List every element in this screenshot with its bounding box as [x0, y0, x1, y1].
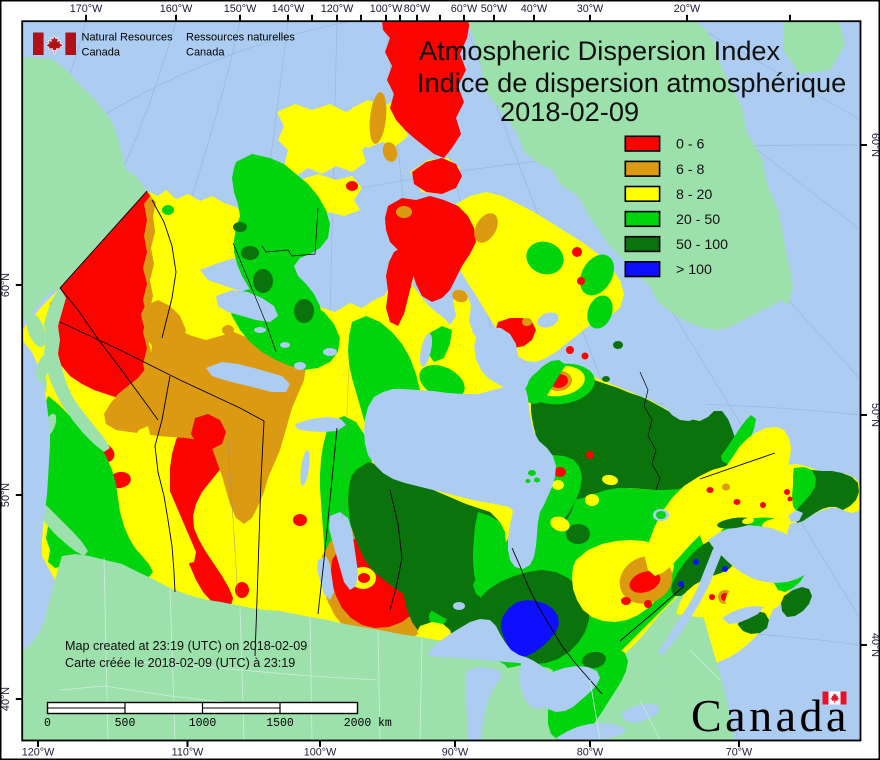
svg-text:> 100: > 100 — [676, 262, 712, 278]
svg-text:Carte créée le 2018-02-09 (UTC: Carte créée le 2018-02-09 (UTC) à 23:19 — [65, 656, 295, 670]
svg-text:1500: 1500 — [266, 717, 294, 730]
svg-text:40°N: 40°N — [869, 633, 880, 657]
svg-text:2018-02-09: 2018-02-09 — [500, 96, 639, 127]
svg-text:170°W: 170°W — [70, 3, 103, 15]
svg-text:60°N: 60°N — [0, 273, 12, 297]
svg-text:120°W: 120°W — [22, 747, 55, 759]
svg-text:1000: 1000 — [189, 717, 217, 730]
svg-text:100°W: 100°W — [304, 747, 337, 759]
svg-text:160°W: 160°W — [160, 3, 193, 15]
svg-text:Canada: Canada — [691, 690, 850, 741]
svg-text:80°W: 80°W — [404, 3, 431, 15]
svg-text:50°W: 50°W — [481, 3, 508, 15]
svg-text:6 - 8: 6 - 8 — [676, 162, 704, 178]
svg-text:Ressources naturelles: Ressources naturelles — [186, 32, 295, 44]
svg-text:Natural Resources: Natural Resources — [82, 32, 174, 44]
svg-text:km: km — [378, 717, 392, 730]
svg-text:500: 500 — [115, 717, 136, 730]
svg-text:90°W: 90°W — [442, 747, 469, 759]
svg-text:50 - 100: 50 - 100 — [676, 237, 728, 253]
svg-text:2000: 2000 — [344, 717, 372, 730]
svg-text:70°W: 70°W — [726, 747, 753, 759]
svg-text:100°W: 100°W — [370, 3, 403, 15]
svg-text:8 - 20: 8 - 20 — [676, 187, 712, 203]
svg-text:Atmospheric Dispersion Index: Atmospheric Dispersion Index — [419, 35, 781, 66]
svg-text:60°N: 60°N — [869, 133, 880, 157]
svg-text:0: 0 — [44, 717, 51, 730]
svg-text:0 - 6: 0 - 6 — [676, 137, 704, 153]
svg-text:20°W: 20°W — [674, 3, 701, 15]
svg-text:50°N: 50°N — [0, 483, 12, 507]
svg-text:Canada: Canada — [82, 47, 121, 59]
svg-text:40°N: 40°N — [0, 687, 12, 711]
svg-text:Map created at 23:19 (UTC) on: Map created at 23:19 (UTC) on 2018-02-09 — [65, 639, 307, 653]
svg-text:120°W: 120°W — [321, 3, 354, 15]
svg-text:Canada: Canada — [186, 47, 225, 59]
svg-text:20 - 50: 20 - 50 — [676, 212, 720, 228]
svg-text:140°W: 140°W — [272, 3, 305, 15]
svg-text:110°W: 110°W — [172, 747, 205, 759]
svg-text:50°N: 50°N — [869, 403, 880, 427]
svg-text:60°W: 60°W — [451, 3, 478, 15]
svg-text:150°W: 150°W — [224, 3, 257, 15]
svg-text:30°W: 30°W — [577, 3, 604, 15]
svg-text:80°W: 80°W — [577, 747, 604, 759]
svg-text:Indice de dispersion atmosphér: Indice de dispersion atmosphérique — [417, 67, 846, 98]
svg-text:40°W: 40°W — [521, 3, 548, 15]
